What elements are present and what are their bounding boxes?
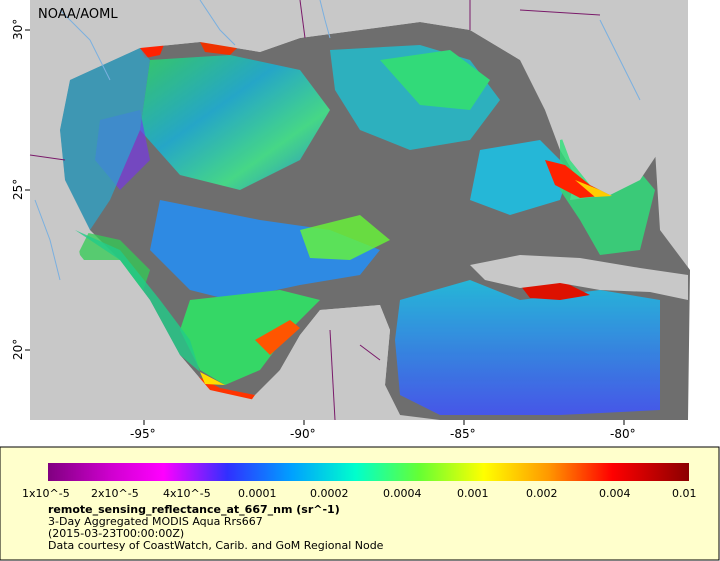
legend-tick-6: 0.001 — [457, 487, 489, 500]
legend-tick-9: 0.01 — [672, 487, 697, 500]
cuba — [470, 255, 688, 300]
lat-label-1: 25° — [11, 179, 25, 200]
legend: 1x10^-5 2x10^-5 4x10^-5 0.0001 0.0002 0.… — [0, 446, 720, 561]
legend-title: remote_sensing_reflectance_at_667_nm (sr… — [48, 503, 340, 516]
lon-label-3: -80° — [610, 427, 636, 441]
coastal-highlights — [50, 42, 612, 415]
legend-tick-8: 0.004 — [599, 487, 631, 500]
lat-label-2: 20° — [11, 339, 25, 360]
credit-label: NOAA/AOML — [38, 7, 118, 22]
florida — [520, 0, 660, 195]
legend-line-1: 3-Day Aggregated MODIS Aqua Rrs667 — [48, 515, 263, 528]
legend-tick-1: 2x10^-5 — [91, 487, 139, 500]
political-borders — [29, 0, 601, 421]
lon-label-2: -85° — [450, 427, 476, 441]
legend-tick-3: 0.0001 — [238, 487, 277, 500]
map-area — [29, 0, 690, 421]
legend-line-3: Data courtesy of CoastWatch, Carib. and … — [48, 539, 384, 552]
reflectance-data — [75, 45, 660, 415]
legend-line-2: (2015-03-23T00:00:00Z) — [48, 527, 184, 540]
legend-tick-7: 0.002 — [526, 487, 558, 500]
colorbar — [48, 463, 689, 481]
rivers — [34, 0, 641, 281]
lon-label-1: -90° — [290, 427, 316, 441]
legend-tick-5: 0.0004 — [383, 487, 422, 500]
land-masses — [30, 0, 688, 420]
legend-tick-2: 4x10^-5 — [163, 487, 211, 500]
mexico — [30, 260, 255, 420]
legend-tick-4: 0.0002 — [310, 487, 349, 500]
axes — [25, 29, 625, 425]
lon-label-0: -95° — [130, 427, 156, 441]
yucatan-peninsula — [255, 305, 400, 420]
northern-coast — [30, 0, 520, 330]
lat-label-0: 30° — [11, 19, 25, 40]
legend-tick-0: 1x10^-5 — [22, 487, 70, 500]
